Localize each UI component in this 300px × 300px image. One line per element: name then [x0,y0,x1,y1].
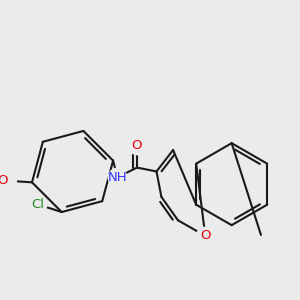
Text: O: O [132,139,142,152]
Text: Cl: Cl [31,198,44,211]
Text: O: O [0,174,8,187]
Text: O: O [200,230,211,242]
Text: NH: NH [108,171,127,184]
